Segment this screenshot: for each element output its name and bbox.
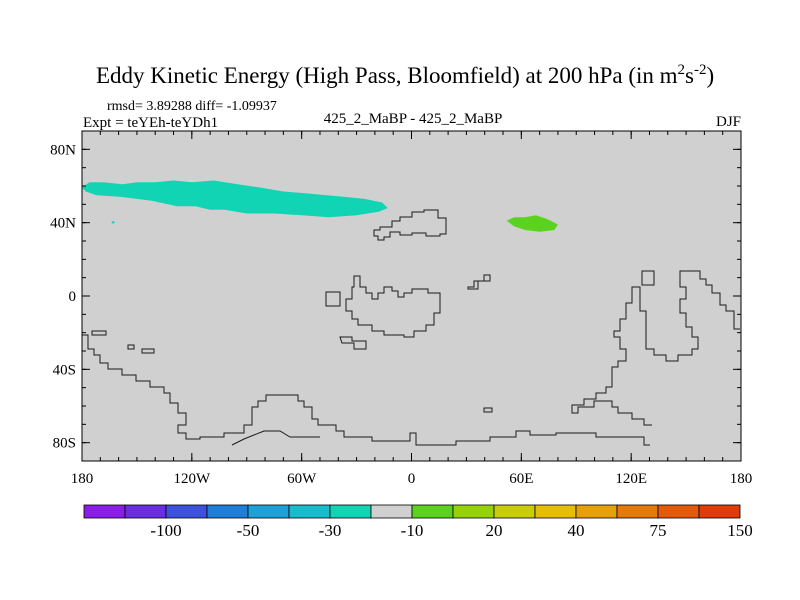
x-tick-label: 180	[71, 471, 94, 487]
colorbar-label: -100	[150, 521, 181, 540]
colorbar-box	[288, 504, 331, 519]
colorbar-box	[83, 504, 126, 519]
region-small-negative-spot	[111, 220, 115, 224]
colorbar-box	[616, 504, 659, 519]
x-tick-label: 60W	[287, 471, 317, 487]
colorbar-label: -50	[237, 521, 260, 540]
colorbar-box	[206, 504, 249, 519]
experiment-label: Expt = teYEh-teYDh1	[83, 115, 218, 131]
season-label: DJF	[716, 114, 741, 130]
colorbar-box	[411, 504, 454, 519]
y-tick-label: 0	[69, 289, 77, 305]
shaded-regions	[82, 180, 558, 232]
coastline-outline	[82, 209, 740, 446]
colorbar-box	[493, 504, 536, 519]
y-axis-ticks: 80N 40N 0 40S 80S	[50, 130, 741, 462]
colorbar-label: 20	[486, 521, 503, 540]
colorbar-box	[534, 504, 577, 519]
colorbar-label: -10	[401, 521, 424, 540]
colorbar-label: -30	[319, 521, 342, 540]
colorbar-box	[370, 504, 413, 519]
colorbar: -100 -50 -30 -10 20 40 75 150	[83, 504, 753, 540]
x-tick-label: 60E	[509, 471, 533, 487]
x-tick-label: 180	[730, 471, 753, 487]
region-north-atlantic-negative	[82, 180, 388, 218]
colorbar-box	[575, 504, 618, 519]
x-tick-label: 0	[408, 471, 416, 487]
y-tick-label: 40N	[50, 216, 76, 232]
colorbar-box	[329, 504, 372, 519]
map-panel: 180 120W 60W 0 60E 120E 180 80N 40N 0 40S 80S	[50, 130, 753, 487]
x-axis-ticks: 180 120W 60W 0 60E 120E 180	[71, 131, 753, 487]
y-tick-label: 80N	[50, 142, 76, 158]
colorbar-label: 40	[568, 521, 585, 540]
x-tick-label: 120W	[173, 471, 211, 487]
colorbar-box	[657, 504, 700, 519]
region-central-asia-positive	[506, 215, 558, 232]
colorbar-box	[165, 504, 208, 519]
colorbar-box	[698, 504, 741, 519]
colorbar-label: 150	[727, 521, 753, 540]
colorbar-label: 75	[650, 521, 667, 540]
y-tick-label: 80S	[53, 436, 76, 452]
x-tick-label: 120E	[615, 471, 647, 487]
center-label: 425_2_MaBP - 425_2_MaBP	[324, 111, 503, 127]
colorbar-box	[247, 504, 290, 519]
chart-title: Eddy Kinetic Energy (High Pass, Bloomfie…	[96, 62, 714, 88]
map-background	[82, 131, 741, 461]
y-tick-label: 40S	[53, 362, 76, 378]
stats-label: rmsd= 3.89288 diff= -1.09937	[107, 99, 277, 114]
colorbar-box	[452, 504, 495, 519]
colorbar-box	[124, 504, 167, 519]
